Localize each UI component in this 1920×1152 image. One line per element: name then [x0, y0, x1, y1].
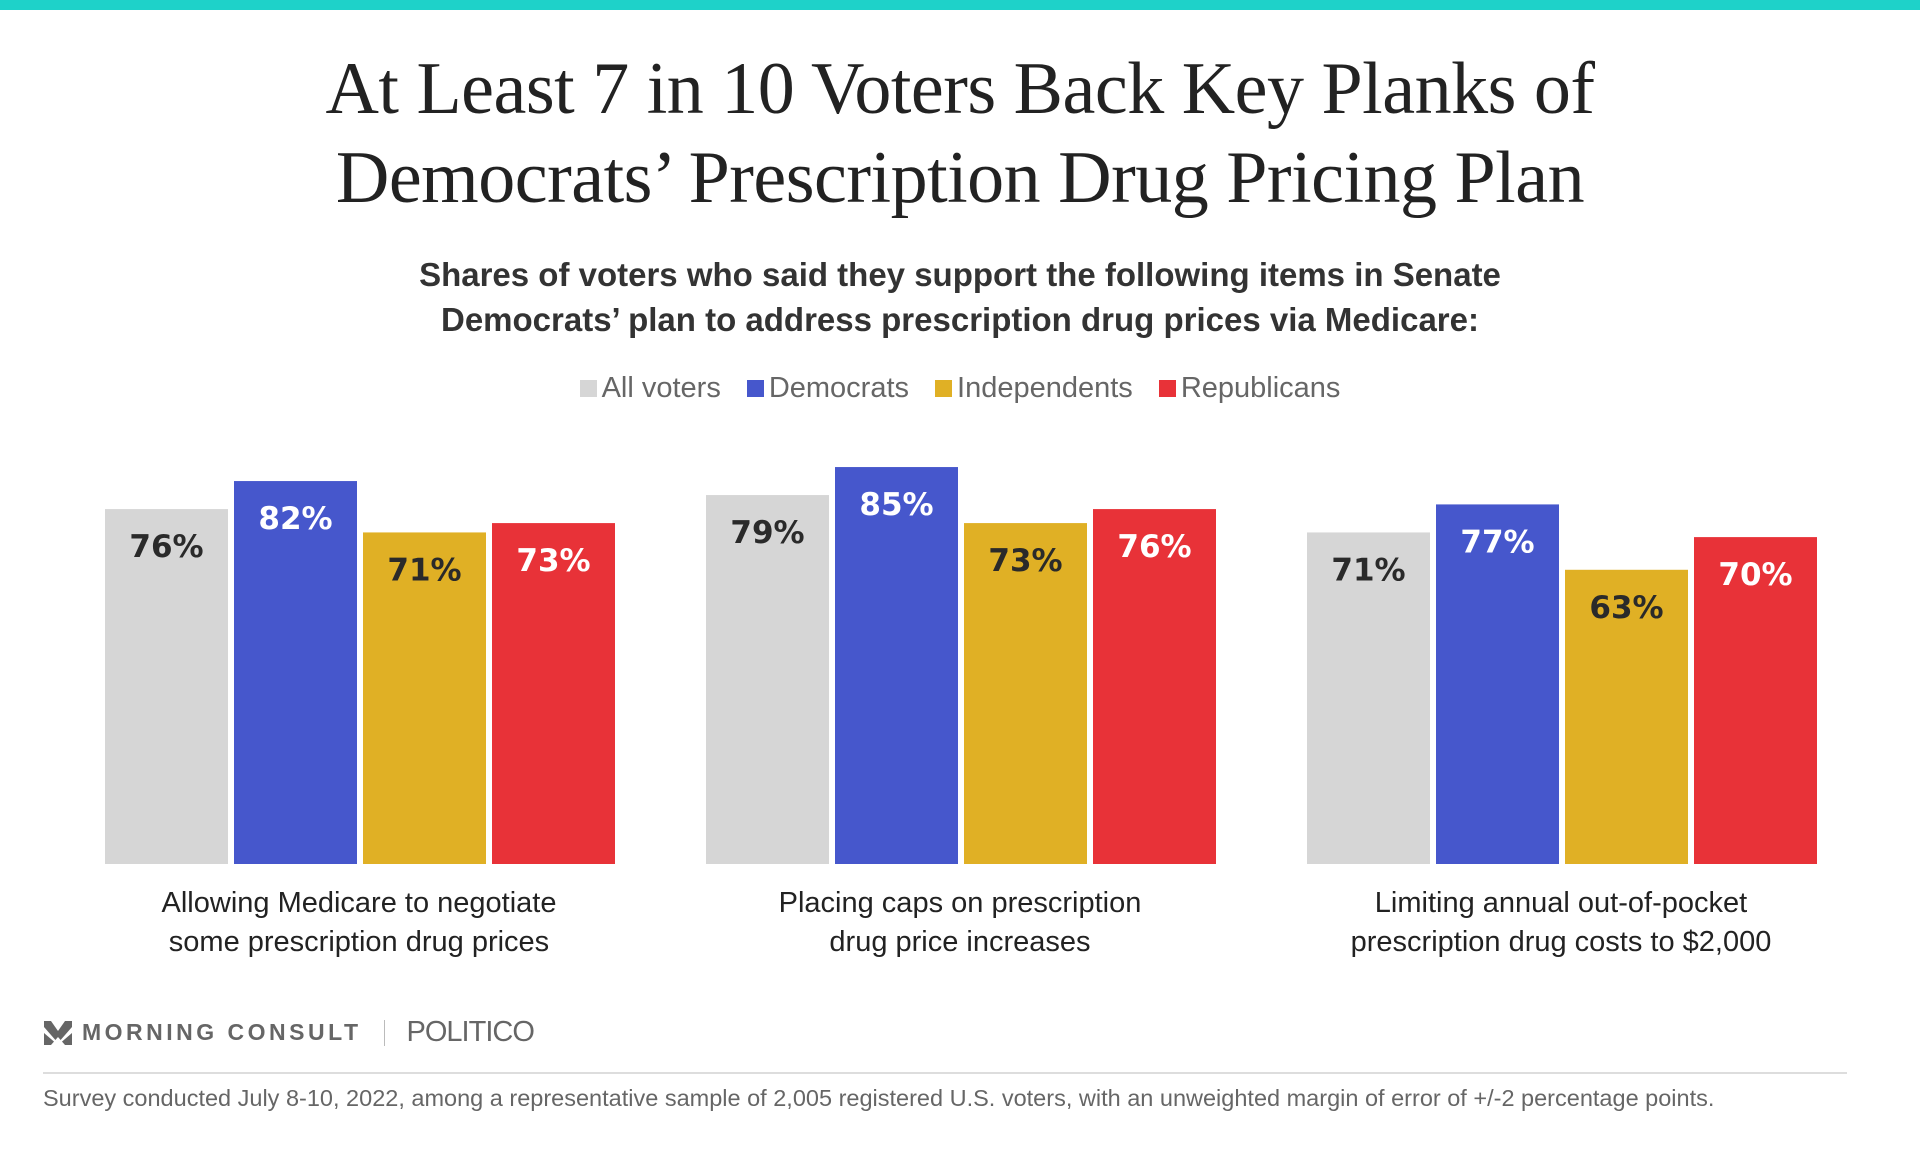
- bar: [105, 509, 228, 864]
- legend-swatch: [579, 380, 597, 397]
- data-label: 85%: [859, 487, 933, 523]
- bar: [363, 532, 486, 864]
- title-line: At Least 7 in 10 Voters Back Key Planks …: [325, 48, 1595, 130]
- legend: All voters Democrats Independents Republica…: [0, 372, 1920, 405]
- logos: MORNING CONSULT POLITICO: [44, 1016, 535, 1049]
- category-label-line: some prescription drug prices: [168, 926, 550, 958]
- category-label-line: prescription drug costs to $2,000: [1350, 926, 1772, 958]
- bar: [492, 523, 615, 864]
- bar: [1565, 569, 1688, 864]
- bar: [835, 467, 958, 864]
- category-label-line: Limiting annual out-of-pocket: [1374, 887, 1748, 919]
- logo-separator: [383, 1019, 385, 1046]
- legend-label: Republicans: [1180, 372, 1341, 404]
- legend-swatch: [935, 380, 953, 397]
- data-label: 63%: [1589, 590, 1663, 626]
- legend-swatch: [1158, 380, 1176, 397]
- data-label: 70%: [1718, 557, 1792, 593]
- bar: [1436, 504, 1559, 864]
- bar: [234, 481, 357, 864]
- subtitle-line: Democrats’ plan to address prescription …: [440, 301, 1479, 338]
- morning-consult-logo: MORNING CONSULT: [82, 1019, 362, 1045]
- politico-logo: POLITICO: [406, 1016, 535, 1048]
- legend-swatch: [746, 380, 764, 397]
- data-label: 76%: [129, 529, 203, 565]
- category-label: Placing caps on prescription drug price i…: [680, 884, 1240, 962]
- divider: [43, 1072, 1847, 1074]
- chart-subtitle: Shares of voters who said they support t…: [0, 252, 1920, 342]
- category-label: Limiting annual out-of-pocket prescriptio…: [1281, 884, 1841, 962]
- legend-item: Republicans: [1158, 372, 1341, 405]
- data-label: 76%: [1117, 529, 1191, 565]
- subtitle-line: Shares of voters who said they support t…: [419, 256, 1501, 293]
- data-label: 79%: [730, 515, 804, 551]
- bar: [1694, 537, 1817, 864]
- category-label-line: Allowing Medicare to negotiate: [161, 887, 557, 919]
- legend-item: All voters: [579, 372, 721, 405]
- bar: [1307, 532, 1430, 864]
- legend-label: All voters: [601, 372, 721, 404]
- legend-label: Independents: [957, 372, 1133, 404]
- legend-item: Democrats: [746, 372, 910, 405]
- chart-title: At Least 7 in 10 Voters Back Key Planks …: [0, 45, 1920, 223]
- data-label: 71%: [387, 552, 461, 588]
- legend-label: Democrats: [768, 372, 910, 404]
- morning-consult-logo-icon: [44, 1020, 72, 1045]
- accent-bar: [0, 0, 1920, 10]
- title-line: Democrats’ Prescription Drug Pricing Pla…: [335, 137, 1585, 219]
- category-label: Allowing Medicare to negotiate some presc…: [79, 884, 639, 962]
- data-label: 73%: [988, 543, 1062, 579]
- legend-item: Independents: [935, 372, 1133, 405]
- bar: [706, 495, 829, 864]
- bar-chart: 76% 82% 71% 73% 79% 85% 73% 76% 71% 77% 63% 70%: [105, 467, 1817, 864]
- footnote: Survey conducted July 8-10, 2022, among …: [43, 1085, 1715, 1111]
- data-label: 82%: [258, 501, 332, 537]
- bar: [1093, 509, 1216, 864]
- data-label: 71%: [1331, 552, 1405, 588]
- data-label: 77%: [1460, 524, 1534, 560]
- category-label-line: drug price increases: [829, 926, 1091, 958]
- bar: [964, 523, 1087, 864]
- category-label-line: Placing caps on prescription: [778, 887, 1142, 919]
- data-label: 73%: [516, 543, 590, 579]
